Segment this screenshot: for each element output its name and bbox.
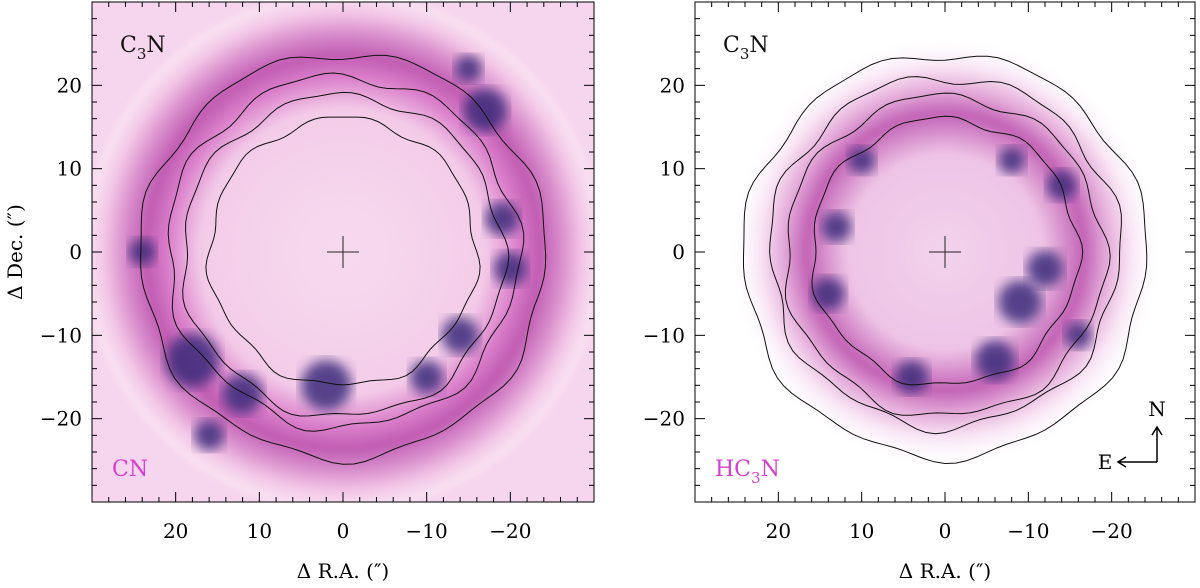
emission-knot bbox=[998, 147, 1025, 174]
y-axis-label: Δ Dec. (″) bbox=[3, 204, 27, 300]
x-tick-label: −20 bbox=[489, 519, 531, 543]
map-label: HC3N bbox=[715, 457, 780, 487]
emission-knot bbox=[194, 420, 225, 451]
y-tick-label: −10 bbox=[643, 323, 685, 347]
emission-knot bbox=[222, 373, 263, 414]
overlay-label: C3N bbox=[120, 33, 166, 63]
y-tick-label: 20 bbox=[57, 73, 82, 97]
x-axis-label: Δ R.A. (″) bbox=[899, 559, 991, 583]
x-tick-label: 0 bbox=[939, 519, 952, 543]
emission-knot bbox=[848, 147, 876, 174]
emission-knot bbox=[1065, 322, 1092, 349]
y-tick-label: 0 bbox=[672, 240, 685, 264]
c3n-contour bbox=[140, 54, 547, 465]
c3n-contour bbox=[182, 91, 510, 417]
emission-knot bbox=[975, 340, 1015, 381]
map-label: CN bbox=[112, 457, 148, 482]
y-tick-label: −20 bbox=[40, 407, 82, 431]
y-tick-label: −20 bbox=[643, 407, 685, 431]
x-tick-label: 20 bbox=[163, 519, 188, 543]
overlay-label: C3N bbox=[723, 33, 769, 63]
x-tick-label: −20 bbox=[1091, 519, 1133, 543]
compass-east-head bbox=[1116, 456, 1127, 468]
compass-north-label: N bbox=[1148, 397, 1166, 421]
x-axis-label: Δ R.A. (″) bbox=[297, 559, 389, 583]
compass-east-label: E bbox=[1098, 450, 1113, 474]
y-tick-label: 10 bbox=[57, 157, 82, 181]
compass-north-head bbox=[1151, 425, 1163, 436]
emission-knot bbox=[301, 360, 352, 411]
c3n-contour bbox=[743, 55, 1148, 465]
x-tick-label: −10 bbox=[406, 519, 448, 543]
emission-knot bbox=[811, 277, 845, 311]
y-tick-label: 20 bbox=[660, 73, 685, 97]
c3n-contour bbox=[205, 116, 481, 386]
c3n-contour bbox=[167, 72, 525, 432]
c3n-contour bbox=[769, 76, 1122, 435]
c3n-contour bbox=[784, 92, 1111, 416]
right-panel: 20 10 0 −10 −20 20 10 0 −10 −20 Δ R.A. (″) C3N HC3N N… bbox=[643, 1, 1196, 583]
emission-knot bbox=[1026, 250, 1064, 287]
emission-knot bbox=[895, 360, 929, 394]
c3n-contour bbox=[811, 115, 1084, 386]
emission-knot bbox=[1046, 170, 1077, 201]
y-tick-label: 10 bbox=[660, 157, 685, 181]
emission-knot bbox=[493, 251, 528, 286]
emission-knot bbox=[455, 55, 482, 83]
x-tick-label: 20 bbox=[766, 519, 791, 543]
x-tick-label: 10 bbox=[247, 519, 272, 543]
emission-knot bbox=[821, 212, 852, 242]
emission-knot bbox=[128, 238, 156, 266]
x-tick-label: 10 bbox=[849, 519, 874, 543]
emission-knot bbox=[165, 333, 220, 388]
emission-knot bbox=[998, 280, 1042, 324]
emission-knot bbox=[463, 88, 507, 133]
x-tick-label: −10 bbox=[1007, 519, 1049, 543]
left-panel: 20 10 0 −10 −20 20 10 0 −10 −20 Δ R.A. (″) Δ Dec. (… bbox=[3, 1, 595, 583]
x-tick-label: 0 bbox=[337, 519, 350, 543]
y-tick-label: −10 bbox=[40, 323, 82, 347]
emission-knot bbox=[485, 201, 519, 236]
emission-knot bbox=[409, 360, 444, 394]
y-tick-label: 0 bbox=[69, 240, 82, 264]
emission-knot bbox=[441, 316, 479, 354]
